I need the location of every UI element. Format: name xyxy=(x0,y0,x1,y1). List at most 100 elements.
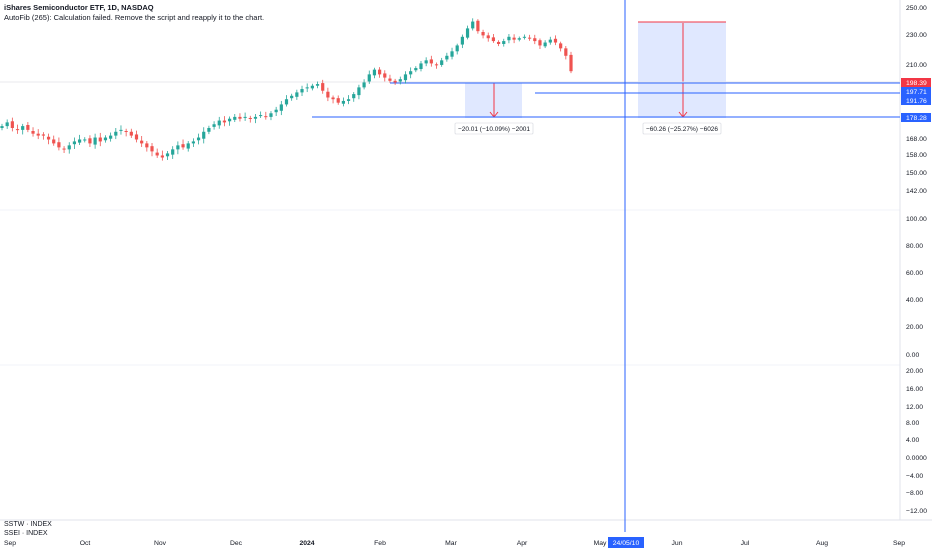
candle-body xyxy=(176,145,180,150)
candle-body xyxy=(233,116,237,120)
candle-body xyxy=(538,40,542,46)
candle-body xyxy=(57,142,61,148)
candle-body xyxy=(310,85,314,89)
candle-body xyxy=(222,120,227,123)
candle-body xyxy=(559,43,563,49)
candle-body xyxy=(543,42,547,47)
price-tag-191: 191.76 xyxy=(901,96,931,105)
candle-body xyxy=(496,41,501,44)
candle-body xyxy=(253,116,258,119)
candle-body xyxy=(269,113,273,117)
candle-body xyxy=(202,131,206,139)
candle-body xyxy=(238,116,242,119)
candle-body xyxy=(98,137,102,142)
price-tick: 4.00 xyxy=(906,437,919,444)
time-tick: Jul xyxy=(741,540,750,547)
candle-body xyxy=(346,99,351,101)
price-tag-198-text: 198.39 xyxy=(906,80,927,87)
time-tick: Nov xyxy=(154,540,167,547)
time-tick: Oct xyxy=(80,540,91,547)
candle-body xyxy=(77,139,82,143)
measure-label-2-text: −60.26 (−25.27%) −6026 xyxy=(646,126,718,133)
candle-body xyxy=(217,120,221,126)
price-axis[interactable]: 250.00 230.00 210.00 168.00 158.00 150.0… xyxy=(906,5,927,515)
time-tick: Jun xyxy=(672,540,683,547)
candle-body xyxy=(15,129,20,131)
pane-label-ssei: SSEI · INDEX xyxy=(4,530,48,536)
price-tag-197-text: 197.71 xyxy=(906,89,927,96)
candle-body xyxy=(465,28,470,38)
price-tick: 230.00 xyxy=(906,32,927,39)
candle-body xyxy=(62,148,66,150)
candle-body xyxy=(207,127,211,132)
price-tick: 150.00 xyxy=(906,170,927,177)
date-tag-text: 24/05/10 xyxy=(613,540,640,547)
price-tick: −12.00 xyxy=(906,508,927,515)
candle-body xyxy=(274,109,278,113)
candle-body xyxy=(88,138,92,144)
time-tick: Aug xyxy=(816,540,828,547)
candle-body xyxy=(129,131,133,136)
candle-body xyxy=(155,152,159,156)
candle-body xyxy=(388,78,392,81)
candle-body xyxy=(31,131,35,134)
candle-body xyxy=(548,39,552,43)
candle-body xyxy=(486,35,490,39)
candle-body xyxy=(569,54,573,72)
price-tick: 0.0000 xyxy=(906,455,927,462)
candle-body xyxy=(434,64,439,66)
candle-body xyxy=(481,32,485,36)
candle-body xyxy=(398,79,402,82)
measure-label-2: −60.26 (−25.27%) −6026 xyxy=(642,122,722,135)
price-tag-178-text: 178.28 xyxy=(906,115,927,122)
candle-body xyxy=(103,137,108,141)
candle-body xyxy=(36,133,40,136)
date-tag xyxy=(608,537,644,548)
candle-body xyxy=(21,126,25,130)
price-tag-197: 197.71 xyxy=(901,87,931,96)
candle-body xyxy=(522,36,527,38)
candle-body xyxy=(52,139,56,144)
candle-body xyxy=(460,36,464,45)
candle-body xyxy=(124,131,128,133)
time-axis[interactable]: Sep Oct Nov Dec 2024 Feb Mar Apr May 24/… xyxy=(4,537,905,548)
price-tick: 142.00 xyxy=(906,188,927,195)
candle-body xyxy=(186,143,190,149)
candles-group xyxy=(0,18,573,161)
candle-body xyxy=(259,115,263,117)
candle-body xyxy=(160,155,164,158)
candle-body xyxy=(119,129,123,131)
candle-body xyxy=(305,87,309,89)
candle-body xyxy=(134,134,139,140)
price-tick: 210.00 xyxy=(906,62,927,69)
candle-body xyxy=(357,87,361,96)
measure-label-1-text: −20.01 (−10.09%) −2001 xyxy=(458,126,530,133)
candle-body xyxy=(181,144,185,148)
candle-body xyxy=(378,69,382,75)
candle-body xyxy=(83,139,87,141)
time-tick: May xyxy=(594,540,607,547)
price-tick: 40.00 xyxy=(906,297,923,304)
candle-body xyxy=(326,91,330,98)
candle-body xyxy=(321,83,325,91)
candle-body xyxy=(383,73,387,78)
measure-label-1: −20.01 (−10.09%) −2001 xyxy=(454,122,534,135)
candle-body xyxy=(517,38,521,40)
price-tick: 80.00 xyxy=(906,243,923,250)
candle-body xyxy=(145,143,149,148)
candle-body xyxy=(243,116,247,118)
candle-body xyxy=(512,37,516,40)
candle-body xyxy=(196,137,201,141)
candle-body xyxy=(228,118,232,122)
candle-body xyxy=(284,99,289,105)
candle-body xyxy=(476,20,480,32)
candle-body xyxy=(26,124,30,130)
candle-body xyxy=(336,98,340,103)
time-tick: Feb xyxy=(374,540,386,547)
candle-body xyxy=(429,59,433,64)
candle-body xyxy=(279,104,283,111)
measure-box-2[interactable] xyxy=(638,22,726,118)
candle-body xyxy=(300,89,304,93)
time-tick: 2024 xyxy=(299,540,314,547)
